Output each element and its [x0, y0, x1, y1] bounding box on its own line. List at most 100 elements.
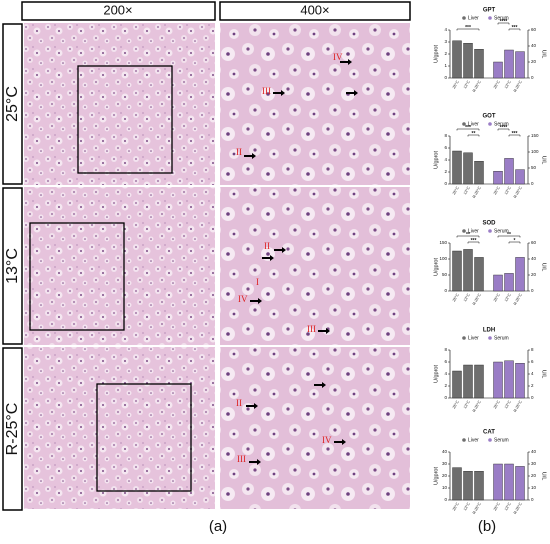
x-tick-label: 25°C [493, 293, 501, 303]
y-tick-label: 2 [444, 169, 447, 174]
y2-tick-label: 20 [531, 59, 537, 64]
x-tick-label: 13°C [504, 502, 512, 512]
x-tick-label: 25°C [493, 400, 501, 410]
x-tick-label: 13°C [463, 80, 471, 90]
annotation: II [264, 241, 270, 251]
y-tick-label: 3 [444, 39, 447, 44]
bar [515, 257, 525, 292]
y-axis-label: U/gprot [433, 45, 439, 64]
y-tick-label: 4 [444, 157, 447, 162]
y-tick-label: 0 [444, 288, 447, 293]
legend-marker [488, 122, 492, 126]
significance-bracket [508, 28, 521, 31]
micrograph [24, 23, 215, 185]
significance-bracket [497, 22, 510, 25]
significance-bracket [467, 134, 480, 137]
y2-tick-label: 0 [531, 497, 534, 502]
y2-axis-label: U/L [541, 50, 547, 59]
x-tick-label: R-25°C [472, 502, 482, 515]
y2-tick-label: 0 [531, 181, 534, 186]
bar [452, 250, 462, 292]
x-tick-label: 25°C [452, 502, 460, 512]
annotation: III [307, 324, 316, 334]
x-tick-label: 25°C [493, 80, 501, 90]
x-tick-label: 25°C [493, 502, 501, 512]
bar [474, 49, 484, 79]
x-tick-label: R-25°C [472, 400, 482, 413]
zoom-box [96, 383, 192, 492]
significance-label: ** [472, 131, 476, 137]
bar [463, 43, 473, 79]
y2-axis-label: U/L [541, 370, 547, 379]
legend-label: Serum [494, 335, 509, 341]
column-header-box [219, 1, 411, 21]
bar [474, 257, 484, 292]
y2-tick-label: 40 [531, 256, 537, 261]
x-tick-label: 25°C [452, 186, 460, 196]
y-tick-label: 8 [444, 347, 447, 352]
bar [493, 170, 503, 185]
y2-tick-label: 0 [531, 75, 534, 80]
micrograph [220, 347, 410, 509]
significance-bracket [456, 128, 480, 131]
micrograph [24, 347, 215, 509]
x-tick-label: 13°C [463, 293, 471, 303]
annotation: I [256, 277, 259, 287]
legend-marker [488, 336, 492, 340]
x-tick-label: 13°C [504, 186, 512, 196]
significance-label: *** [465, 125, 471, 131]
significance-bracket [508, 134, 521, 137]
x-tick-label: 13°C [463, 400, 471, 410]
row-header: 25°C [4, 86, 21, 122]
significance-label: *** [512, 25, 518, 31]
bar [515, 363, 525, 399]
y-tick-label: 20 [442, 473, 448, 478]
y-tick-label: 40 [442, 449, 448, 454]
bar [463, 152, 473, 185]
y-tick-label: 0 [444, 395, 447, 400]
bar [504, 273, 514, 292]
bar [474, 160, 484, 185]
significance-label: * [514, 238, 516, 244]
legend-label: Liver [468, 228, 479, 234]
annotation: II [236, 147, 242, 157]
y2-tick-label: 6 [531, 359, 534, 364]
chart-title: CAT [483, 430, 495, 436]
significance-label: *** [465, 25, 471, 31]
bar [463, 364, 473, 399]
legend-label: Liver [468, 15, 479, 21]
y-tick-label: 0 [444, 497, 447, 502]
x-tick-label: R-25°C [513, 400, 523, 413]
row-header: 13°C [4, 248, 21, 284]
chart-title: GPT [483, 8, 496, 14]
panel-a: 200× 400× 25°C 13°C R-25°C IV III II II … [2, 1, 411, 511]
column-header: 400× [300, 2, 329, 17]
annotation: II [236, 398, 242, 408]
bar [493, 361, 503, 399]
chart-title: LDH [483, 328, 495, 334]
y2-tick-label: 0 [531, 395, 534, 400]
bar [504, 360, 514, 399]
legend-label: Serum [494, 437, 509, 443]
annotation: IV [322, 435, 332, 445]
row-header: R-25°C [4, 403, 21, 456]
significance-bracket [497, 128, 510, 131]
y-tick-label: 30 [442, 461, 448, 466]
y2-tick-label: 150 [531, 133, 539, 138]
annotation: IV [333, 52, 343, 62]
x-tick-label: 13°C [504, 80, 512, 90]
bar [493, 61, 503, 79]
micrograph [24, 187, 215, 345]
micrograph [220, 23, 410, 185]
y2-axis-label: U/L [541, 472, 547, 481]
x-tick-label: R-25°C [513, 186, 523, 199]
bar [452, 467, 462, 501]
legend-marker [488, 438, 492, 442]
chart-title: GOT [483, 114, 496, 120]
chart-title: SOD [482, 221, 496, 227]
bar [493, 463, 503, 501]
x-tick-label: R-25°C [513, 293, 523, 306]
significance-bracket [508, 241, 521, 244]
y-tick-label: 4 [444, 371, 447, 376]
x-tick-label: R-25°C [472, 80, 482, 93]
